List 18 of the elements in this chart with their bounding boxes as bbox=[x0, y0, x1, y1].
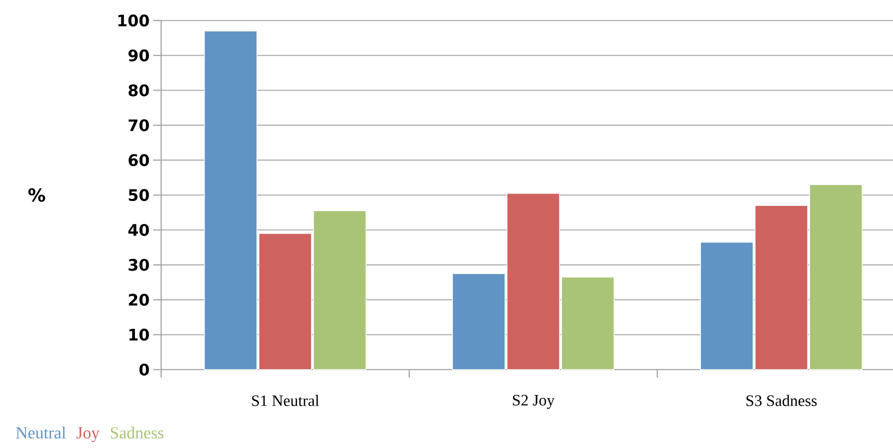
y-tick-label: 20 bbox=[128, 294, 149, 306]
y-tick-label: 60 bbox=[128, 154, 149, 166]
y-tick-label: 80 bbox=[128, 84, 149, 96]
y-tick-label: 10 bbox=[129, 328, 149, 341]
y-tick-label: 40 bbox=[128, 224, 149, 236]
x-tick-label: S2 Joy bbox=[512, 394, 555, 409]
y-tick-label: 70 bbox=[128, 119, 149, 132]
text: Sadness bbox=[110, 426, 164, 438]
y-tick-label: 30 bbox=[128, 258, 149, 271]
x-tick-label: S3 Sadness bbox=[746, 394, 817, 406]
y-tick-label: 50 bbox=[128, 188, 149, 201]
y-tick-label: 90 bbox=[128, 49, 149, 62]
y-axis-title: % bbox=[28, 188, 46, 202]
x-tick-label: S1 Neutral bbox=[252, 394, 320, 406]
text: Joy bbox=[76, 427, 100, 442]
text: Neutral bbox=[16, 426, 66, 438]
y-tick-label: 100 bbox=[118, 14, 149, 26]
y-tick-label: 0 bbox=[139, 363, 149, 376]
